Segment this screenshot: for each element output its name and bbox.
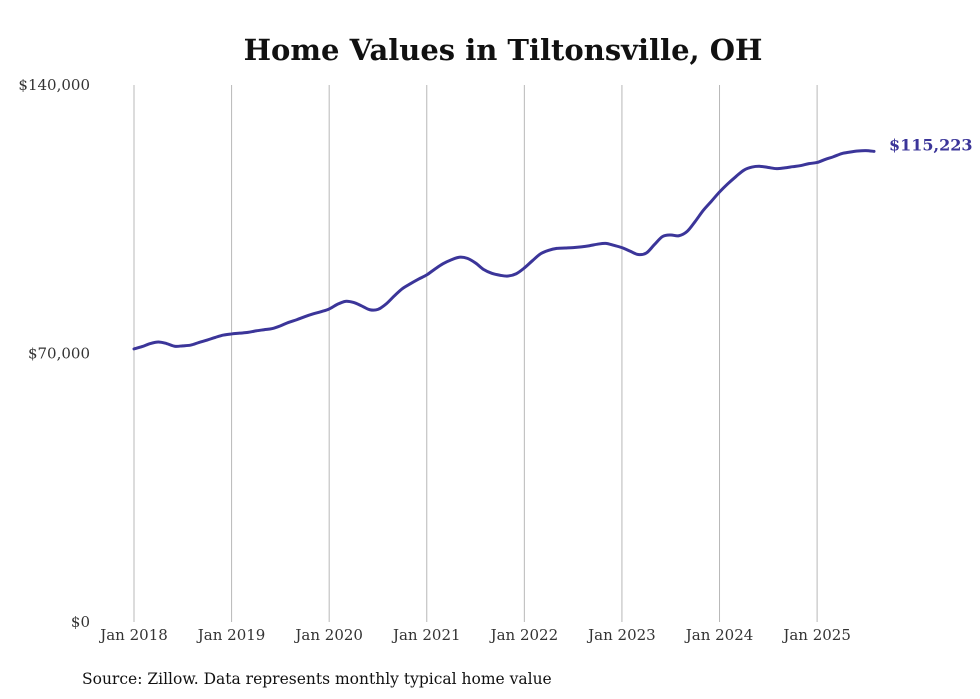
- x-tick-label: Jan 2025: [781, 626, 851, 644]
- series-layer: $115,223: [132, 135, 973, 351]
- last-value-label: $115,223: [889, 135, 973, 154]
- x-tick-label: Jan 2023: [586, 626, 656, 644]
- vertical-gridlines: [133, 85, 818, 622]
- x-tick-label: Jan 2018: [98, 626, 168, 644]
- series-line: [132, 149, 876, 351]
- x-axis-tick-labels: Jan 2018 Jan 2019 Jan 2020 Jan 2021 Jan 2022…: [98, 626, 851, 644]
- x-tick-label: Jan 2020: [293, 626, 363, 644]
- y-tick-label: $70,000: [28, 345, 90, 363]
- x-tick-label: Jan 2019: [196, 626, 266, 644]
- x-tick-label: Jan 2022: [489, 626, 559, 644]
- y-tick-label: $0: [71, 613, 90, 631]
- source-note: Source: Zillow. Data represents monthly …: [82, 670, 552, 688]
- y-tick-label: $140,000: [18, 76, 90, 94]
- y-axis-tick-labels: $0 $70,000 $140,000: [18, 76, 90, 631]
- x-tick-label: Jan 2021: [391, 626, 461, 644]
- x-tick-label: Jan 2024: [684, 626, 754, 644]
- chart-title: Home Values in Tiltonsville, OH: [244, 33, 763, 67]
